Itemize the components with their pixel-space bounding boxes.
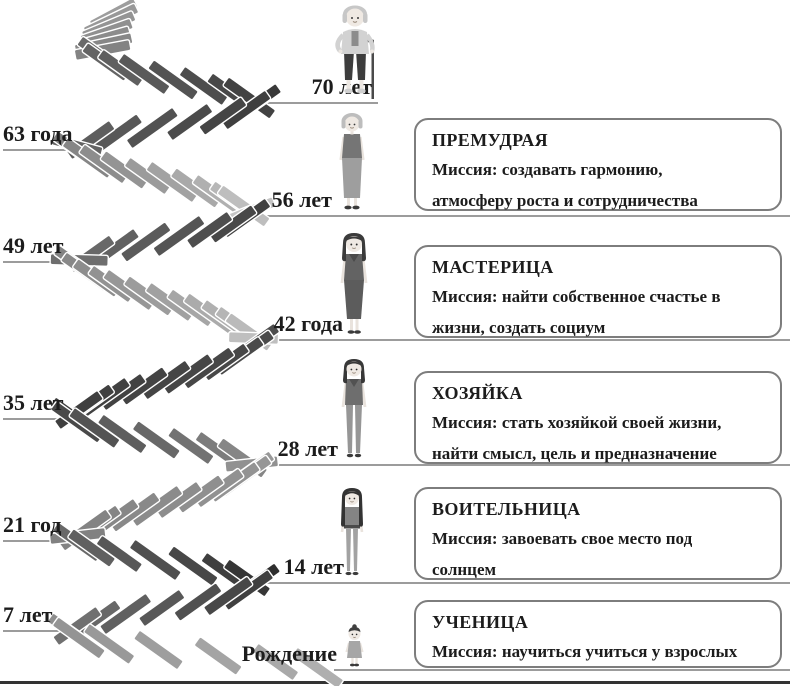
age-line-21 (3, 540, 68, 542)
little-girl-figure (345, 624, 364, 667)
age-label-63: 63 года (3, 121, 73, 146)
head (348, 628, 361, 640)
stage-title: ПРЕМУДРАЯ (432, 130, 549, 150)
mission-line: Миссия: найти собственное счастье в (432, 287, 721, 306)
age-label-7: 7 лет (3, 602, 53, 627)
age-line-14 (250, 582, 790, 584)
dark-hair (348, 627, 361, 633)
bottom-border-line (0, 681, 790, 684)
stage-title: ХОЗЯЙКА (432, 383, 523, 403)
age-line-56 (243, 215, 790, 217)
head (346, 236, 362, 252)
mission-line: Миссия: стать хозяйкой своей жизни, (432, 413, 722, 432)
stage-box-premudraya: ПРЕМУДРАЯ Миссия: создавать гармонию, ат… (414, 118, 782, 211)
age-line-birth (334, 669, 790, 671)
mission-line: солнцем (432, 560, 497, 579)
mission-line: Миссия: научиться учиться у взрослых (432, 642, 738, 661)
stage-box-uchenitsa: УЧЕНИЦА Миссия: научиться учиться у взро… (414, 600, 782, 668)
cane-icon (371, 41, 374, 99)
age-line-70 (257, 102, 378, 104)
mission-line: жизни, создать социум (432, 318, 606, 337)
age-label-21: 21 год (3, 512, 62, 537)
young-woman-figure (341, 359, 367, 458)
stage-title: МАСТЕРИЦА (432, 257, 554, 277)
mission-line: Миссия: завоевать свое место под (432, 529, 693, 548)
age-label-birth: Рождение (241, 641, 337, 666)
head (346, 8, 364, 27)
stage-box-khozyayka: ХОЗЯЙКА Миссия: стать хозяйкой своей жиз… (414, 371, 782, 464)
age-label-28: 28 лет (277, 436, 338, 461)
age-line-28 (248, 464, 790, 466)
age-line-35 (3, 418, 72, 420)
stage-title: ВОИТЕЛЬНИЦА (432, 499, 581, 519)
adult-woman-figure (340, 233, 368, 334)
age-line-49 (3, 261, 76, 263)
head (344, 116, 360, 132)
mature-woman-figure (339, 113, 365, 210)
mission-line: атмосферу роста и сотрудничества (432, 191, 698, 210)
elderly-woman-with-cane-figure (335, 5, 375, 99)
age-label-49: 49 лет (3, 233, 64, 258)
mission-line: найти смысл, цель и предназначение (432, 444, 717, 463)
teen-girl-figure (340, 488, 364, 576)
stage-title: УЧЕНИЦА (432, 612, 529, 632)
age-label-56: 56 лет (271, 187, 332, 212)
head (346, 361, 362, 377)
stage-box-masteritsa: МАСТЕРИЦА Миссия: найти собственное счас… (414, 245, 782, 338)
stage-box-voitelnitsa: ВОИТЕЛЬНИЦА Миссия: завоевать свое место… (414, 487, 782, 580)
age-line-7 (3, 630, 90, 632)
age-line-42 (258, 339, 790, 341)
head (345, 491, 359, 505)
age-label-14: 14 лет (283, 554, 344, 579)
age-label-35: 35 лет (3, 390, 64, 415)
mission-line: Миссия: создавать гармонию, (432, 160, 663, 179)
age-line-63 (3, 149, 82, 151)
age-label-42: 42 года (273, 311, 343, 336)
